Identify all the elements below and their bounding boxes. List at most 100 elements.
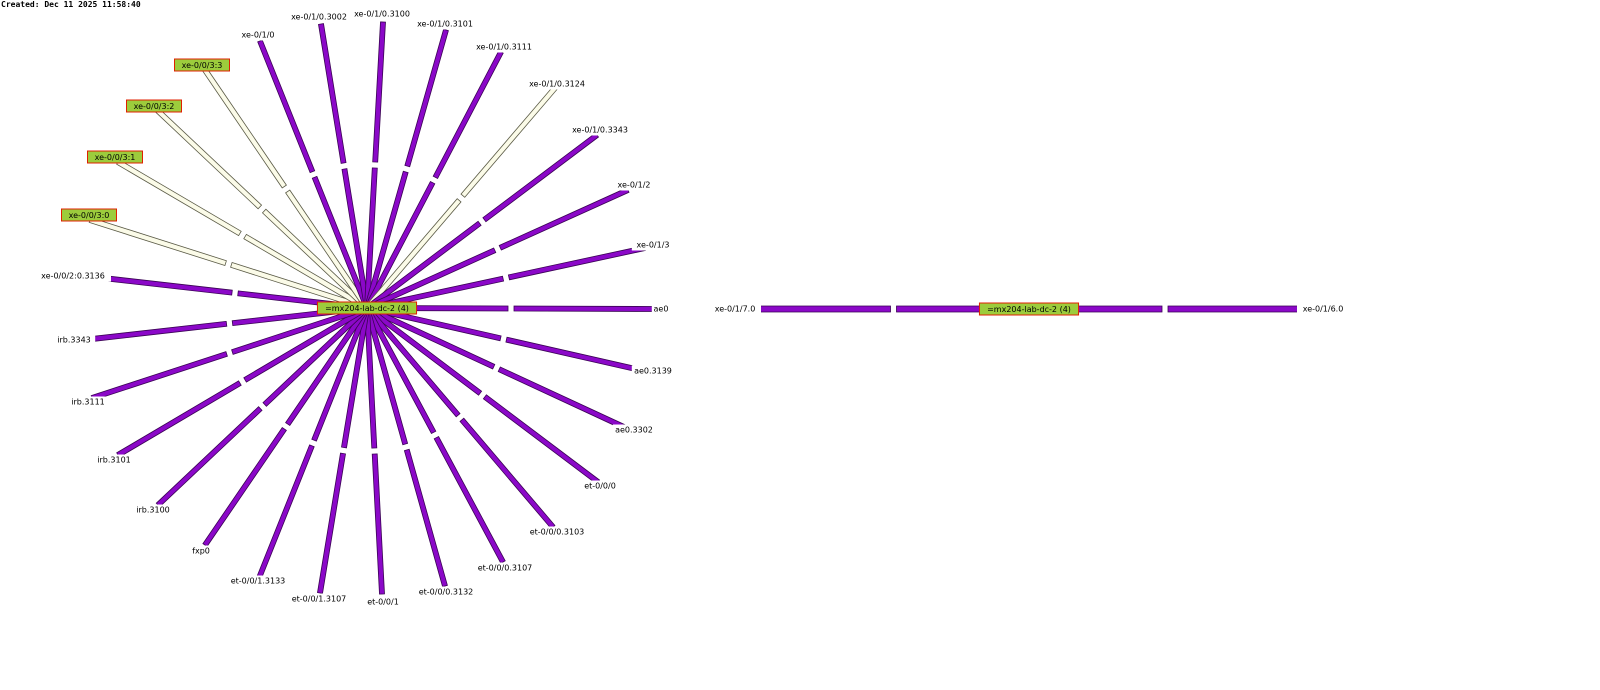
interface-label-et-0-0-1-3107[interactable]: et-0/0/1.3107	[292, 595, 347, 604]
node-xe-0-0-3-2-box	[126, 99, 182, 113]
node-xe-0-0-3-3-label: xe-0/0/3:3	[182, 61, 223, 70]
interface-label-irb-3111-bg	[66, 396, 110, 408]
interface-label-xe-0-1-0-3343-bg	[566, 124, 634, 136]
interface-label-xe-0-1-0-3100[interactable]: xe-0/1/0.3100	[354, 10, 410, 19]
link-et-0-0-0-3107-segment	[433, 435, 506, 564]
link-xe-0-0-3-3-segment	[202, 68, 287, 189]
interface-label-ae0-3302[interactable]: ae0.3302	[615, 426, 653, 435]
interface-label-et-0-0-1-3133[interactable]: et-0/0/1.3133	[231, 577, 286, 586]
interface-label-et-0-0-0-3107[interactable]: et-0/0/0.3107	[478, 564, 533, 573]
interface-label-xe-0-1-0-3101-bg	[411, 18, 479, 30]
interface-label-et-0-0-0-3132-bg	[412, 586, 480, 598]
link-xe-0-0-3-2[interactable]	[154, 107, 370, 311]
link-et-0-0-0-3103[interactable]	[364, 305, 556, 530]
node-xe-0-0-3-0-box	[61, 208, 117, 222]
label-layer: ae0 ae0.3139 ae0.3302 et-0/0/0 et-0/0/0.3103…	[35, 8, 1349, 608]
interface-label-xe-0-1-0-3002-bg	[285, 11, 353, 23]
interface-label-xe-0-1-7-0-bg	[709, 303, 761, 315]
interface-label-xe-0-1-0-3111[interactable]: xe-0/1/0.3111	[476, 43, 532, 52]
interface-label-et-0-0-0-bg	[578, 480, 622, 492]
interface-label-irb-3101-bg	[92, 454, 136, 466]
link-irb-3111-segment	[90, 351, 228, 401]
interface-label-ae0-3139-bg	[631, 365, 675, 377]
interface-label-irb-3343[interactable]: irb.3343	[57, 336, 91, 345]
link-ae0-3302[interactable]	[365, 305, 628, 431]
link-xe-0-1-6-0-segment	[1167, 305, 1302, 313]
link-xe-0-1-2[interactable]	[365, 187, 630, 311]
interface-label-ae0[interactable]: ae0	[654, 305, 669, 314]
link-et-0-0-1[interactable]	[364, 307, 385, 595]
link-irb-3101[interactable]	[116, 305, 369, 458]
interface-label-xe-0-1-0-3002[interactable]: xe-0/1/0.3002	[291, 13, 347, 22]
link-et-0-0-1-segment	[371, 453, 385, 595]
link-xe-0-0-2-0-3136-segment	[102, 275, 233, 296]
interface-label-xe-0-1-2[interactable]: xe-0/1/2	[618, 181, 651, 190]
interface-label-fxp0-bg	[189, 545, 213, 557]
center-node[interactable]: =mx204-lab-dc-2 (4)	[316, 301, 418, 315]
interface-label-xe-0-1-6-0-bg	[1297, 303, 1349, 315]
created-timestamp: Created: Dec 11 2025 11:58:40	[1, 0, 141, 9]
interface-label-et-0-0-0-3103-bg	[523, 526, 591, 538]
link-layer	[88, 21, 1302, 595]
interface-label-irb-3101[interactable]: irb.3101	[97, 456, 131, 465]
link-xe-0-1-0-3111[interactable]	[364, 50, 504, 310]
node-xe-0-0-3-2-label: xe-0/0/3:2	[134, 102, 175, 111]
link-irb-3343-segment	[91, 320, 228, 342]
node-xe-0-0-3-3[interactable]: xe-0/0/3:3	[174, 58, 230, 72]
center-node-label: =mx204-lab-dc-2 (4)	[325, 304, 409, 313]
link-xe-0-1-0-3100[interactable]	[364, 21, 386, 309]
link-xe-0-1-0-3101[interactable]	[364, 28, 449, 310]
interface-label-et-0-0-1[interactable]: et-0/0/1	[367, 598, 399, 607]
interface-label-xe-0-1-0-3343[interactable]: xe-0/1/0.3343	[572, 126, 628, 135]
interface-label-xe-0-1-0-3111-bg	[470, 41, 538, 53]
center-node-box	[316, 301, 418, 315]
node-xe-0-0-3-0-label: xe-0/0/3:0	[69, 211, 110, 220]
node-xe-0-0-3-2[interactable]: xe-0/0/3:2	[126, 99, 182, 113]
interface-label-et-0-0-0-3132[interactable]: et-0/0/0.3132	[419, 588, 474, 597]
link-xe-0-1-7-0-segment	[757, 305, 891, 313]
interface-label-fxp0[interactable]: fxp0	[192, 547, 210, 556]
node-xe-0-0-3-1[interactable]: xe-0/0/3:1	[87, 150, 143, 164]
interface-label-xe-0-1-3[interactable]: xe-0/1/3	[637, 241, 670, 250]
link-et-0-0-1-3133-segment	[256, 444, 315, 580]
interface-label-et-0-0-0[interactable]: et-0/0/0	[584, 482, 616, 491]
link-xe-0-1-0-segment	[257, 39, 316, 174]
interface-label-xe-0-0-2-0-3136-bg	[35, 270, 111, 282]
interface-label-xe-0-1-0[interactable]: xe-0/1/0	[242, 31, 275, 40]
interface-label-xe-0-1-7-0[interactable]: xe-0/1/7.0	[715, 305, 756, 314]
interface-label-xe-0-1-3-bg	[631, 239, 675, 251]
interface-label-xe-0-1-6-0[interactable]: xe-0/1/6.0	[1303, 305, 1344, 314]
link-et-0-0-0-3132[interactable]	[364, 306, 448, 588]
link-et-0-0-0-segment	[482, 394, 601, 485]
interface-label-xe-0-1-0-3124-bg	[523, 78, 591, 90]
link-fxp0-segment	[202, 427, 287, 547]
interface-label-ae0-3139[interactable]: ae0.3139	[634, 367, 672, 376]
link-et-0-0-0-3107[interactable]	[364, 306, 506, 564]
link-xe-0-0-3-0-segment	[88, 217, 227, 267]
interface-label-et-0-0-1-3133-bg	[224, 575, 292, 587]
link-xe-0-0-3-0[interactable]	[88, 217, 369, 311]
interface-label-irb-3111[interactable]: irb.3111	[71, 398, 105, 407]
node-xe-0-0-3-1-box	[87, 150, 143, 164]
link-et-0-0-1-3107[interactable]	[317, 307, 370, 594]
interface-label-et-0-0-0-3107-bg	[471, 562, 539, 574]
link-xe-0-1-3-segment	[507, 245, 646, 281]
node-xe-0-0-3-1-label: xe-0/0/3:1	[95, 153, 136, 162]
interface-label-xe-0-1-0-bg	[236, 29, 280, 41]
interface-label-xe-0-0-2-0-3136[interactable]: xe-0/0/2:0.3136	[41, 272, 105, 281]
link-xe-0-1-0-3100-segment	[372, 21, 386, 163]
interface-label-et-0-0-0-3103[interactable]: et-0/0/0.3103	[530, 528, 585, 537]
link-xe-0-1-0-3002-segment	[318, 23, 347, 164]
interface-label-irb-3343-bg	[52, 334, 96, 346]
link-xe-0-1-0-3002[interactable]	[318, 23, 370, 309]
link-xe-0-0-3-1[interactable]	[116, 159, 369, 311]
second-center-node-box	[978, 302, 1080, 316]
interface-label-xe-0-1-0-3101[interactable]: xe-0/1/0.3101	[417, 20, 473, 29]
interface-label-irb-3100[interactable]: irb.3100	[136, 506, 170, 515]
interface-label-xe-0-1-0-3124[interactable]: xe-0/1/0.3124	[529, 80, 585, 89]
link-et-0-0-0-3103-segment	[459, 417, 556, 530]
interface-label-ae0-3302-bg	[612, 424, 656, 436]
second-center-node[interactable]: =mx204-lab-dc-2 (4)	[978, 302, 1080, 316]
node-xe-0-0-3-0[interactable]: xe-0/0/3:0	[61, 208, 117, 222]
link-xe-0-1-0[interactable]	[257, 39, 370, 310]
